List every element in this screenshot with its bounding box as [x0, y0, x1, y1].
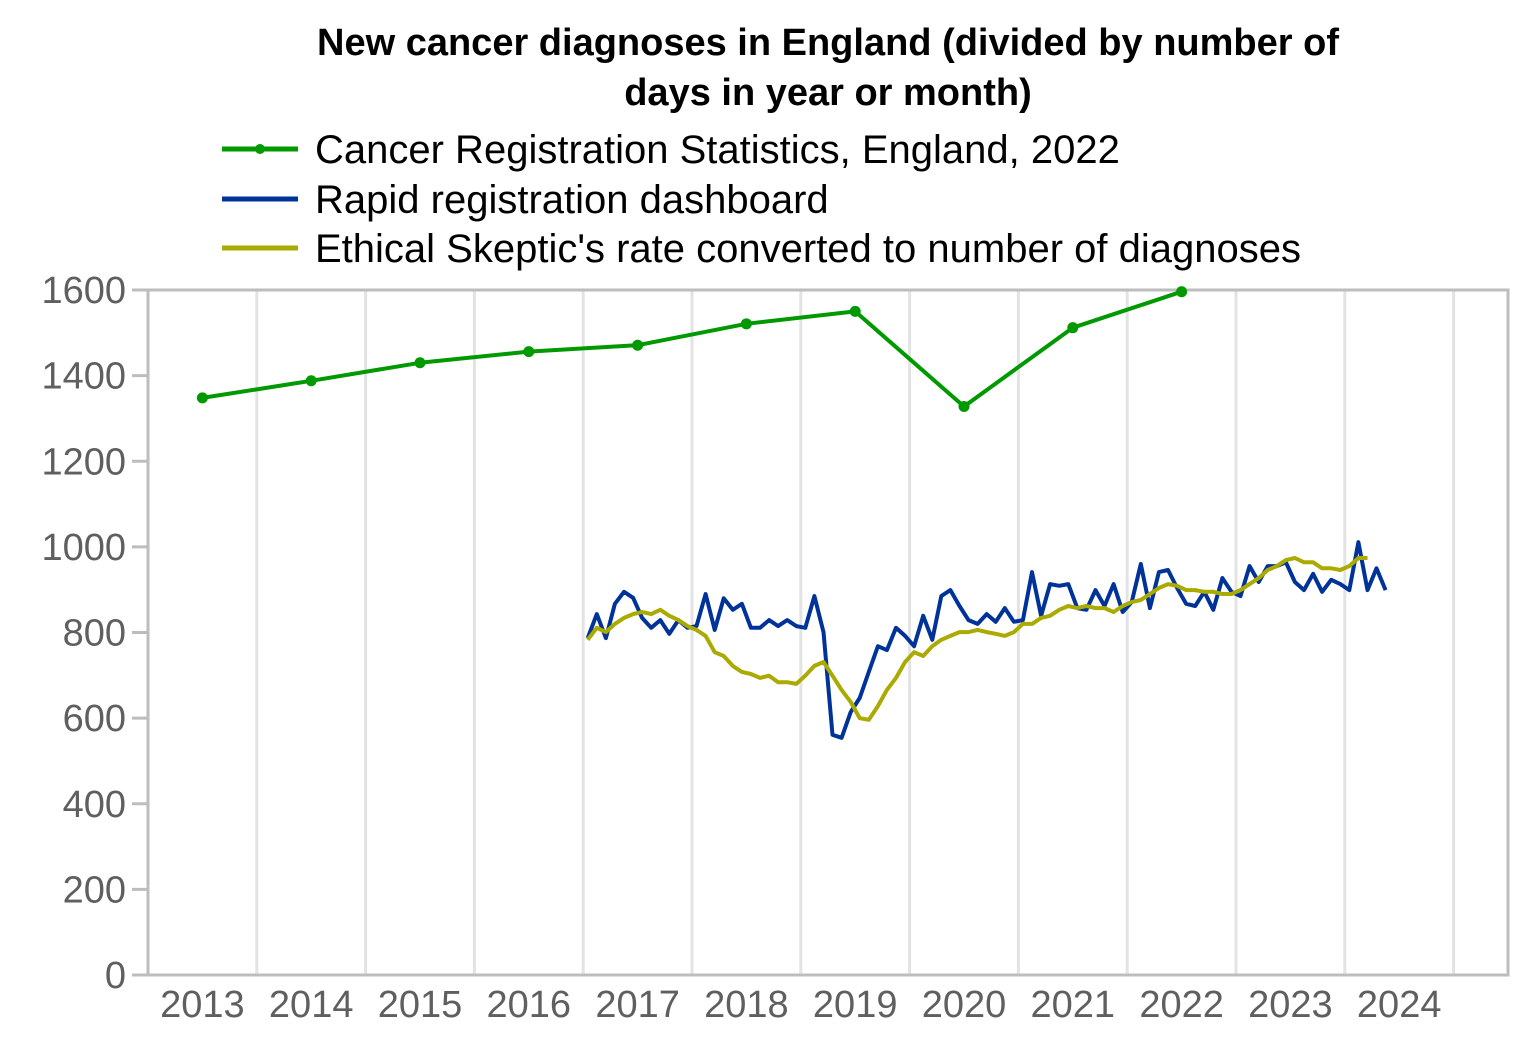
x-tick-label: 2021 [1031, 984, 1116, 1026]
vertical-gridlines [255, 290, 1456, 975]
x-tick-label: 2017 [595, 984, 680, 1026]
x-tick-label: 2018 [704, 984, 789, 1026]
series-line-ethical-skeptic-s-rate-converted-to-number-of-diagnoses [586, 556, 1368, 722]
chart-title-line-1: New cancer diagnoses in England (divided… [317, 22, 1339, 64]
y-tick-label: 1400 [41, 356, 126, 398]
y-tick-label: 200 [63, 869, 126, 911]
series-line-rapid-registration-dashboard [585, 540, 1388, 740]
data-point-2016 [523, 346, 535, 358]
legend-swatch-green-marker [255, 144, 265, 154]
data-point-2018 [740, 318, 752, 330]
x-tick-label: 2023 [1248, 984, 1333, 1026]
chart-title-line-2: days in year or month) [624, 72, 1032, 114]
legend-item-rapid-registration: Rapid registration dashboard [222, 178, 829, 222]
data-point-2015 [414, 357, 426, 369]
y-tick-label: 1200 [41, 441, 126, 483]
legend-label-rapid-registration: Rapid registration dashboard [315, 178, 829, 222]
y-tick-label: 400 [63, 784, 126, 826]
data-point-2019 [849, 305, 861, 317]
x-tick-label: 2022 [1139, 984, 1224, 1026]
x-tick-label: 2019 [813, 984, 898, 1026]
y-tick-label: 800 [63, 613, 126, 655]
y-tick-label: 1600 [41, 270, 126, 312]
data-point-2020 [958, 400, 970, 412]
data-point-2014 [305, 375, 317, 387]
series-layer [196, 286, 1388, 740]
x-tick-label: 2015 [378, 984, 463, 1026]
x-tick-label: 2016 [487, 984, 572, 1026]
x-tick-label: 2013 [160, 984, 245, 1026]
data-point-2013 [196, 392, 208, 404]
y-tick-label: 1000 [41, 527, 126, 569]
series-line-cancer-registration-statistics-england-2022 [202, 289, 1183, 409]
data-point-2022 [1176, 286, 1188, 298]
y-tick-label: 0 [105, 955, 126, 997]
legend-label-cancer-registration: Cancer Registration Statistics, England,… [315, 128, 1120, 172]
legend: Cancer Registration Statistics, England,… [222, 128, 1301, 271]
y-axis: 0 200 400 600 800 1000 1200 1400 1600 [41, 270, 148, 997]
legend-item-ethical-skeptic: Ethical Skeptic's rate converted to numb… [222, 227, 1301, 271]
x-tick-label: 2014 [269, 984, 354, 1026]
legend-item-cancer-registration: Cancer Registration Statistics, England,… [222, 128, 1120, 172]
data-point-2017 [632, 339, 644, 351]
legend-label-ethical-skeptic: Ethical Skeptic's rate converted to numb… [315, 227, 1301, 271]
data-point-2021 [1067, 322, 1079, 334]
x-tick-label: 2024 [1357, 984, 1442, 1026]
plot-border [146, 288, 1510, 977]
y-tick-label: 600 [63, 698, 126, 740]
x-axis: 2013 2014 2015 2016 2017 2018 2019 2020 2021 2022… [160, 984, 1441, 1026]
x-tick-label: 2020 [922, 984, 1007, 1026]
